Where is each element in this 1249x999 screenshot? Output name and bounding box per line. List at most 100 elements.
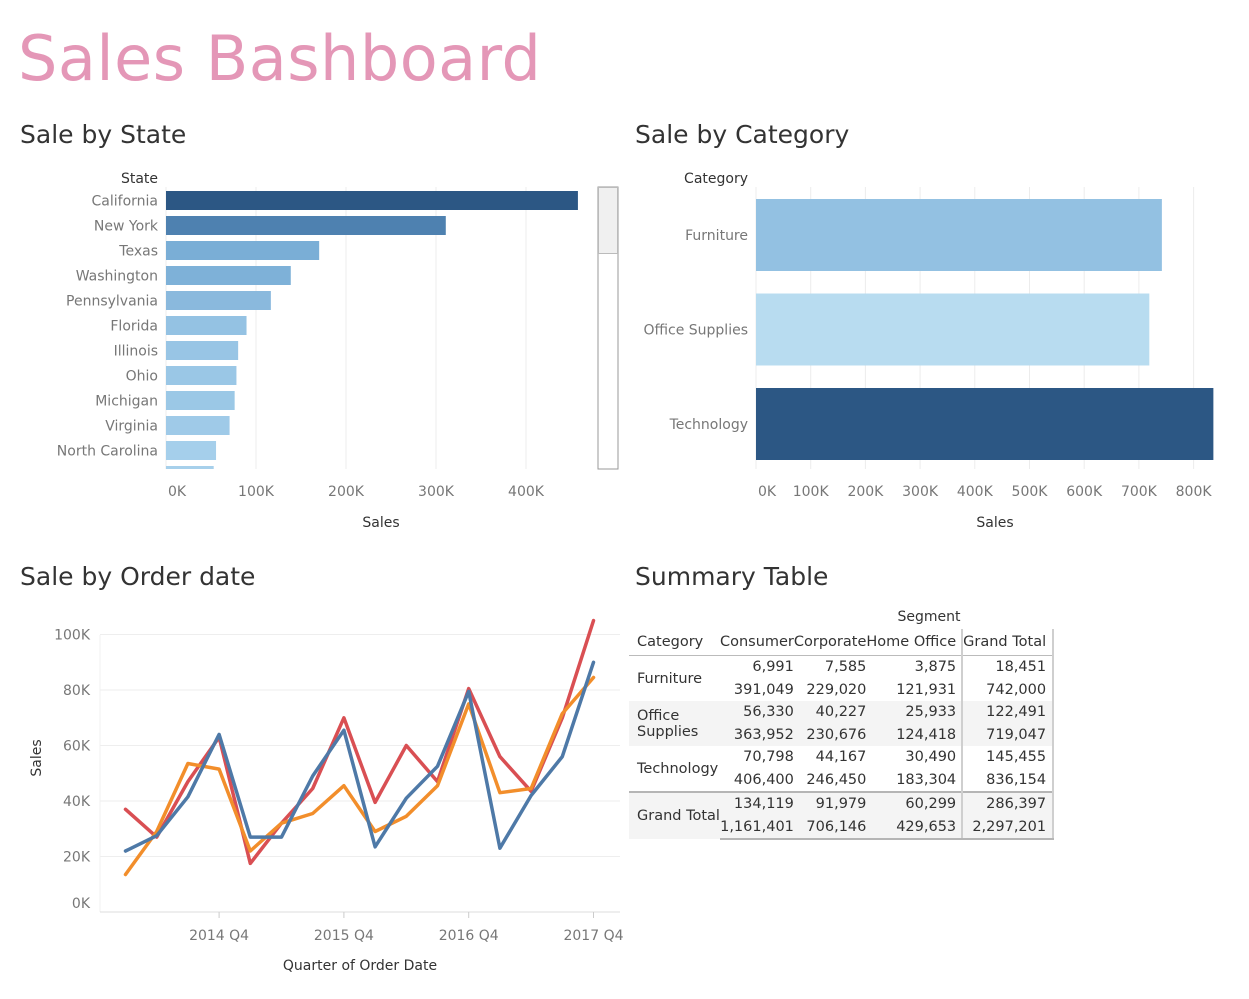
summary-table: Category Consumer Corporate Home Office … xyxy=(629,629,1055,840)
category-bar xyxy=(756,199,1162,271)
table-cell: 246,450 xyxy=(806,771,867,788)
table-cell: 286,397 xyxy=(961,791,1055,816)
table-row: 391,049 229,020 121,931 742,000 xyxy=(629,678,1055,701)
state-category-label: Florida xyxy=(110,319,158,335)
line-x-tick-label: 2015 Q4 xyxy=(314,928,374,944)
table-cell: 145,455 xyxy=(961,746,1055,769)
category-x-tick-label: 600K xyxy=(1066,484,1103,500)
line-series-1 xyxy=(123,675,596,877)
category-bar xyxy=(756,293,1150,366)
table-cell: 1,161,401 xyxy=(719,815,794,840)
state-bar xyxy=(166,441,217,460)
category-bar-chart[interactable]: 0K 100K 200K 300K 400K 500K 600K 700K 800K Catego… xyxy=(643,171,1214,531)
category-x-tick-label: 400K xyxy=(957,484,994,500)
state-category-label: Texas xyxy=(118,244,158,260)
state-x-tick-label: 200K xyxy=(328,484,365,500)
column-header-consumer[interactable]: Consumer xyxy=(719,629,794,656)
column-header-home-office[interactable]: Home Office xyxy=(866,629,963,656)
category-x-tick-label: 200K xyxy=(847,484,884,500)
category-x-tick-label: 100K xyxy=(793,484,830,500)
table-cell: 406,400 xyxy=(733,771,794,788)
table-cell: 429,653 xyxy=(866,815,963,840)
state-bar xyxy=(166,216,446,235)
line-y-tick-label: 80K xyxy=(63,683,91,699)
table-cell: 124,418 xyxy=(866,723,963,746)
category-label: Office Supplies xyxy=(643,323,748,339)
state-bar-chart[interactable]: 0K 100K 200K 300K 400K State California New Yor… xyxy=(57,171,578,531)
table-cell: 25,933 xyxy=(866,701,963,724)
category-label: Furniture xyxy=(685,228,748,244)
state-bar-partial xyxy=(166,466,214,469)
column-header-corporate[interactable]: Corporate xyxy=(793,629,867,656)
line-y-tick-label: 40K xyxy=(63,794,91,810)
state-category-label: Ohio xyxy=(126,369,158,385)
table-row: Technology 70,798 44,167 30,490 145,455 xyxy=(629,746,1055,777)
state-bar xyxy=(166,316,247,335)
table-cell: 3,875 xyxy=(914,659,957,676)
table-cell: 91,979 xyxy=(793,791,867,816)
state-category-label: Pennsylvania xyxy=(66,294,158,310)
table-row: 363,952 230,676 124,418 719,047 xyxy=(629,723,1055,746)
state-bar xyxy=(166,291,271,310)
category-x-axis-title: Sales xyxy=(976,515,1013,531)
table-row: 406,400 246,450 183,304 836,154 xyxy=(629,768,1055,792)
category-bar xyxy=(756,388,1214,460)
column-header-category[interactable]: Category xyxy=(629,629,720,656)
state-category-label: Washington xyxy=(76,269,158,285)
state-scrollbar[interactable] xyxy=(597,186,619,470)
row-header-grand-total: Grand Total xyxy=(629,791,720,839)
table-cell: 836,154 xyxy=(961,768,1055,792)
state-category-label: California xyxy=(92,194,158,210)
state-category-label: North Carolina xyxy=(57,444,158,460)
category-column-header: Category xyxy=(684,171,748,187)
state-bar xyxy=(166,266,291,285)
row-header-furniture: Furniture xyxy=(637,670,703,687)
table-cell: 229,020 xyxy=(806,681,867,698)
segment-header: Segment xyxy=(897,609,961,625)
state-bar xyxy=(166,366,237,385)
line-y-tick-label: 100K xyxy=(54,628,91,644)
table-row: Office Supplies 56,330 40,227 25,933 122… xyxy=(629,701,1055,746)
line-y-tick-label: 20K xyxy=(63,850,91,866)
row-header-technology: Technology xyxy=(637,760,719,777)
category-label: Technology xyxy=(669,417,748,433)
summary-panel-title: Summary Table xyxy=(635,562,829,591)
table-cell: 183,304 xyxy=(896,771,957,788)
table-cell: 30,490 xyxy=(905,749,957,766)
line-x-axis-title: Quarter of Order Date xyxy=(283,958,437,974)
state-bar xyxy=(166,391,235,410)
table-cell: 391,049 xyxy=(733,681,794,698)
order-date-line-chart[interactable]: 0K 20K 40K 60K 80K 100K 2014 Q4 2015 Q4 2016 Q4 2… xyxy=(29,618,624,974)
line-y-axis-title: Sales xyxy=(29,739,45,776)
state-category-label: New York xyxy=(94,219,159,235)
table-cell: 719,047 xyxy=(961,723,1055,746)
table-cell: 7,585 xyxy=(824,659,867,676)
state-x-tick-label: 0K xyxy=(168,484,187,500)
table-cell: 230,676 xyxy=(793,723,867,746)
table-cell: 742,000 xyxy=(961,678,1055,701)
table-row: Furniture 6,991 7,585 3,875 18,451 xyxy=(629,655,1055,687)
state-x-tick-label: 100K xyxy=(238,484,275,500)
row-header-office-supplies: Office Supplies xyxy=(629,701,720,746)
column-header-grand-total[interactable]: Grand Total xyxy=(961,629,1055,656)
line-x-tick-label: 2016 Q4 xyxy=(439,928,499,944)
table-cell: 60,299 xyxy=(866,791,963,816)
line-x-tick-label: 2017 Q4 xyxy=(563,928,623,944)
table-cell: 706,146 xyxy=(793,815,867,840)
table-cell: 363,952 xyxy=(719,723,794,746)
state-bar xyxy=(166,241,320,260)
state-bar xyxy=(166,341,239,360)
state-x-tick-label: 300K xyxy=(418,484,455,500)
table-cell: 70,798 xyxy=(743,749,794,766)
state-x-tick-label: 400K xyxy=(508,484,545,500)
table-cell: 56,330 xyxy=(719,701,794,724)
table-cell: 18,451 xyxy=(961,655,1055,679)
category-panel-title: Sale by Category xyxy=(635,120,850,149)
category-x-tick-label: 800K xyxy=(1176,484,1213,500)
line-y-tick-label: 0K xyxy=(72,896,91,912)
table-cell: 134,119 xyxy=(719,791,794,816)
table-cell: 121,931 xyxy=(896,681,957,698)
state-category-label: Illinois xyxy=(114,344,158,360)
category-x-tick-label: 700K xyxy=(1121,484,1158,500)
scrollbar-thumb[interactable] xyxy=(598,187,618,254)
